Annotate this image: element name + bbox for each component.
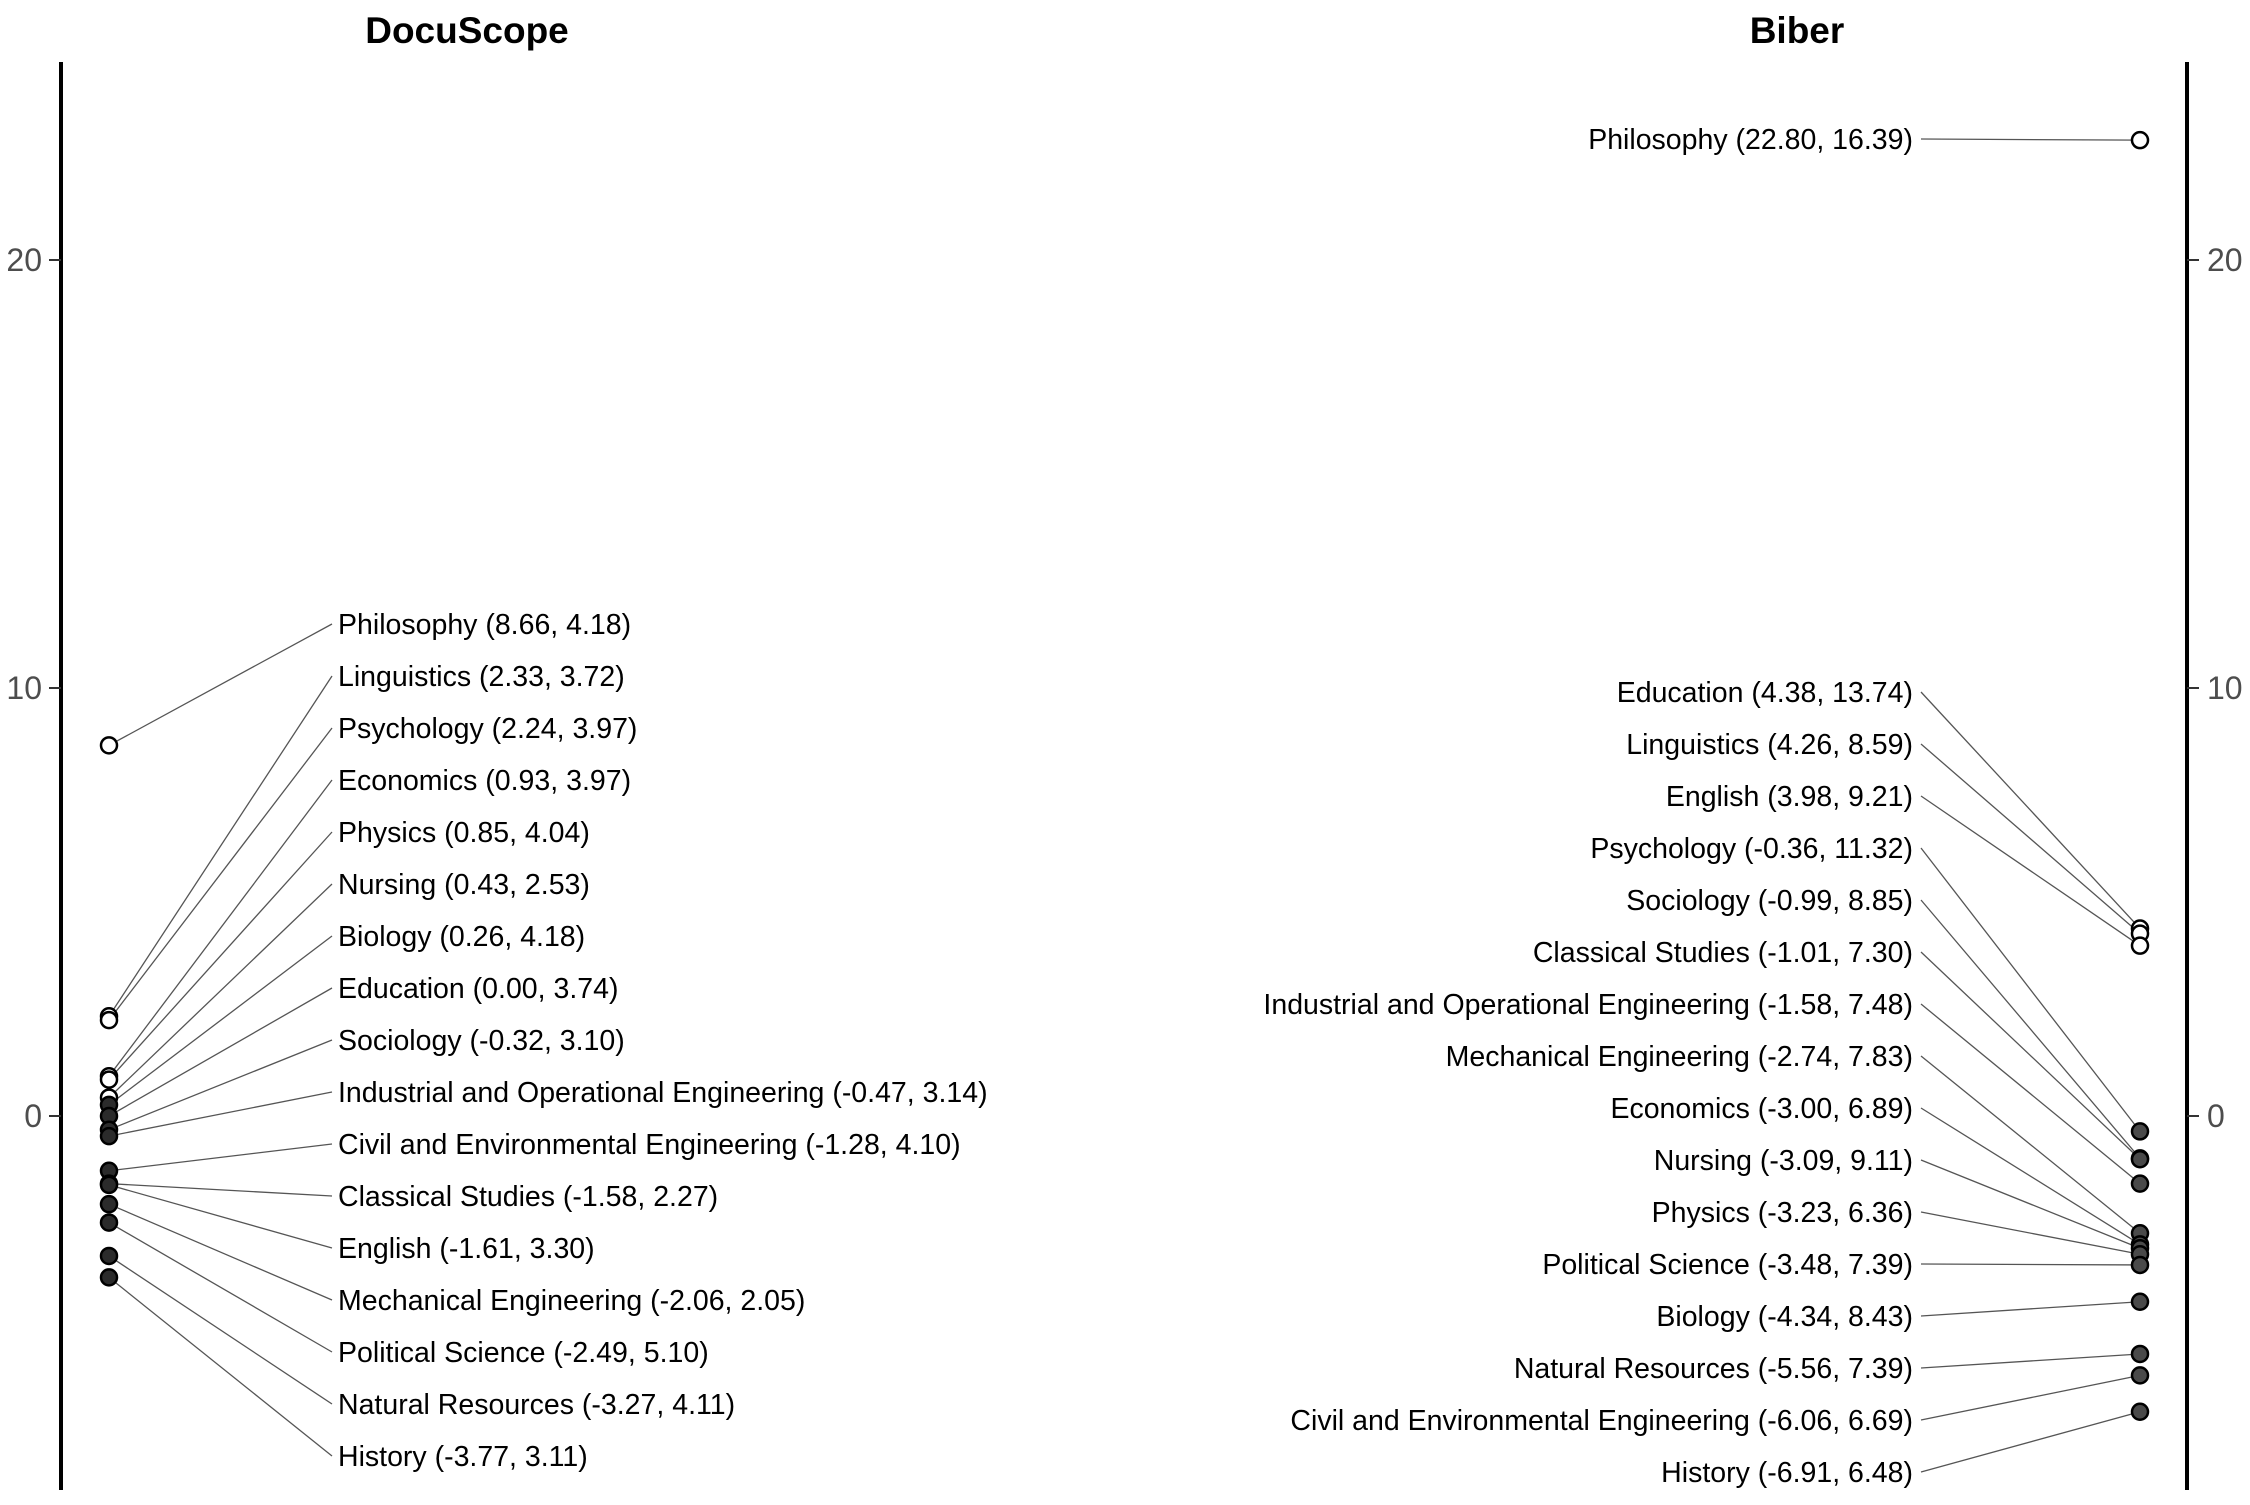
data-point — [99, 1010, 119, 1030]
leader-line — [108, 623, 333, 746]
leader-line — [1920, 1159, 2141, 1249]
data-label: English (-1.61, 3.30) — [338, 1233, 595, 1265]
leader-line — [108, 1039, 333, 1131]
data-label: Sociology (-0.32, 3.10) — [338, 1025, 625, 1057]
leader-line — [1920, 847, 2141, 1132]
data-label: Civil and Environmental Engineering (-1.… — [338, 1129, 961, 1161]
data-label: Education (4.38, 13.74) — [1617, 677, 1913, 709]
data-point — [2130, 1366, 2150, 1385]
leader-line — [1920, 1003, 2141, 1185]
leader-line — [108, 1255, 333, 1405]
leader-line — [108, 831, 333, 1081]
data-label: History (-6.91, 6.48) — [1661, 1457, 1913, 1489]
y-tick-label: 0 — [24, 1098, 42, 1134]
data-point — [99, 736, 119, 755]
data-label: Linguistics (4.26, 8.59) — [1626, 729, 1913, 761]
data-label: Economics (-3.00, 6.89) — [1610, 1093, 1913, 1125]
y-tick-label: 10 — [6, 670, 42, 706]
leader-line — [108, 883, 333, 1099]
data-label: Physics (-3.23, 6.36) — [1652, 1197, 1913, 1229]
data-label: Natural Resources (-3.27, 4.11) — [338, 1389, 735, 1421]
data-label: Sociology (-0.99, 8.85) — [1626, 885, 1913, 917]
data-point — [2130, 1344, 2150, 1364]
data-label: Classical Studies (-1.01, 7.30) — [1533, 937, 1913, 969]
y-tick-label: 0 — [2207, 1098, 2225, 1134]
data-label: Biology (-4.34, 8.43) — [1656, 1301, 1913, 1333]
leader-line — [108, 1276, 333, 1457]
data-point — [2130, 1402, 2150, 1421]
leader-line — [1920, 1211, 2141, 1255]
panel-title: DocuScope — [365, 10, 569, 51]
data-point — [99, 1268, 119, 1287]
leader-line — [108, 1182, 333, 1197]
data-label: Philosophy (22.80, 16.39) — [1588, 124, 1913, 156]
leader-line — [1920, 1107, 2141, 1245]
data-label: Political Science (-3.48, 7.39) — [1542, 1249, 1913, 1281]
data-label: Biology (0.26, 4.18) — [338, 921, 585, 953]
leader-line — [1920, 138, 2141, 141]
data-point — [99, 1246, 119, 1266]
leader-line — [108, 1091, 333, 1137]
leader-line — [1920, 1263, 2141, 1266]
data-point — [99, 1070, 119, 1089]
leader-line — [108, 1203, 333, 1301]
y-tick-label: 20 — [2207, 242, 2243, 278]
leader-line — [108, 727, 333, 1021]
leader-line — [108, 935, 333, 1106]
leader-line — [108, 1143, 333, 1172]
data-label: Natural Resources (-5.56, 7.39) — [1514, 1353, 1913, 1385]
data-point — [2130, 1255, 2150, 1275]
leader-line — [108, 779, 333, 1077]
data-point — [99, 1194, 119, 1214]
leader-line — [1920, 1411, 2141, 1473]
data-point — [99, 1213, 119, 1232]
biber-panel: Biber 0 10 20 Philosophy (22.80, 16.39) Educa… — [1263, 10, 2243, 1490]
data-label: Mechanical Engineering (-2.06, 2.05) — [338, 1285, 805, 1317]
data-label: Political Science (-2.49, 5.10) — [338, 1337, 709, 1369]
leader-line — [1920, 795, 2141, 947]
data-point — [2130, 936, 2150, 955]
data-label: Industrial and Operational Engineering (… — [338, 1077, 988, 1109]
data-label: Psychology (-0.36, 11.32) — [1590, 833, 1913, 865]
docuscope-panel: DocuScope 0 10 20 Philosophy (8.66, 4.18) Lin… — [6, 10, 988, 1490]
data-label: Nursing (0.43, 2.53) — [338, 869, 590, 901]
panel-title: Biber — [1750, 10, 1845, 51]
leader-line — [1920, 899, 2141, 1159]
leader-line — [1920, 1301, 2141, 1317]
data-label: Philosophy (8.66, 4.18) — [338, 609, 631, 641]
data-point — [2130, 130, 2150, 150]
leader-line — [108, 1222, 333, 1353]
data-point — [99, 1175, 119, 1195]
data-label: English (3.98, 9.21) — [1666, 781, 1913, 813]
leader-line — [1920, 1353, 2141, 1369]
leader-line — [1920, 1374, 2141, 1421]
data-point — [99, 1126, 119, 1146]
leader-line — [108, 1184, 333, 1249]
data-label: Civil and Environmental Engineering (-6.… — [1290, 1405, 1913, 1437]
data-label: Mechanical Engineering (-2.74, 7.83) — [1446, 1041, 1913, 1073]
leader-line — [108, 987, 333, 1117]
data-point — [2130, 1174, 2150, 1193]
data-point — [2130, 1292, 2150, 1312]
leader-line — [1920, 691, 2141, 929]
data-label: Classical Studies (-1.58, 2.27) — [338, 1181, 718, 1213]
data-label: Economics (0.93, 3.97) — [338, 765, 631, 797]
y-tick-label: 10 — [2207, 670, 2243, 706]
leader-line — [108, 675, 333, 1017]
data-label: Psychology (2.24, 3.97) — [338, 713, 637, 745]
data-label: History (-3.77, 3.11) — [338, 1441, 588, 1473]
leader-line — [1920, 1055, 2141, 1234]
data-label: Nursing (-3.09, 9.11) — [1654, 1145, 1913, 1177]
data-point — [2130, 1149, 2150, 1169]
data-point — [2130, 1122, 2150, 1141]
leader-line — [1920, 743, 2141, 935]
data-label: Physics (0.85, 4.04) — [338, 817, 590, 849]
leader-line — [1920, 951, 2141, 1160]
data-label: Linguistics (2.33, 3.72) — [338, 661, 625, 693]
data-label: Education (0.00, 3.74) — [338, 973, 618, 1005]
data-label: Industrial and Operational Engineering (… — [1263, 989, 1913, 1021]
y-tick-label: 20 — [6, 242, 42, 278]
